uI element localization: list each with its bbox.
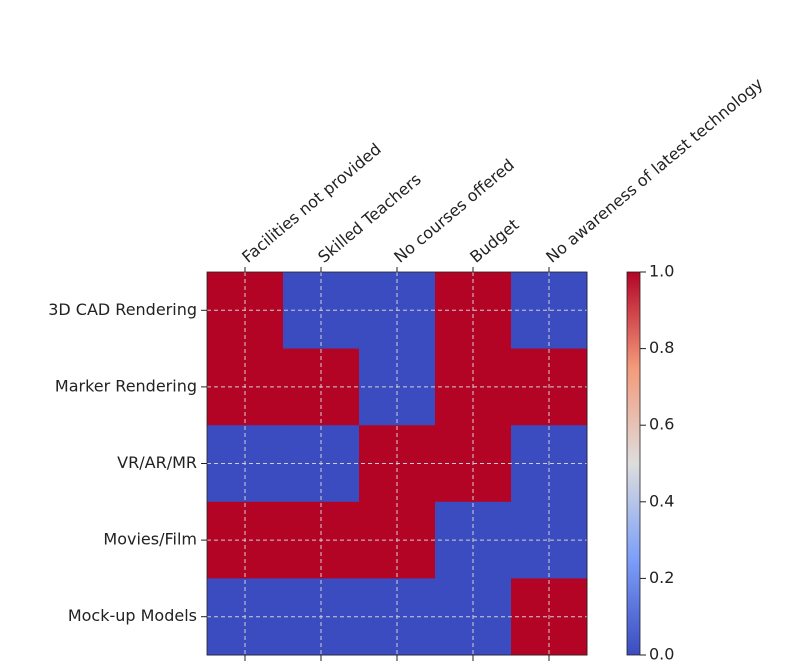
colorbar-tick-label: 0.0: [649, 645, 674, 664]
y-tick-label: VR/AR/MR: [117, 453, 197, 472]
x-tick-label: No awareness of latest technology: [542, 74, 766, 266]
colorbar-tick-label: 0.4: [649, 491, 674, 510]
y-tick-label: Movies/Film: [103, 530, 197, 549]
colorbar-tick-label: 0.2: [649, 568, 674, 587]
x-tick-label: Facilities not provided: [238, 139, 384, 266]
x-tick-label: Budget: [466, 215, 522, 267]
colorbar-tick-label: 1.0: [649, 262, 674, 281]
colorbar-tick-label: 0.8: [649, 338, 674, 357]
y-tick-label: 3D CAD Rendering: [48, 300, 197, 319]
colorbar-tick-label: 0.6: [649, 415, 674, 434]
y-tick-label: Marker Rendering: [55, 376, 197, 395]
colorbar: [626, 271, 641, 656]
y-tick-label: Mock-up Models: [68, 606, 197, 625]
heatmap-frame: [206, 271, 588, 656]
